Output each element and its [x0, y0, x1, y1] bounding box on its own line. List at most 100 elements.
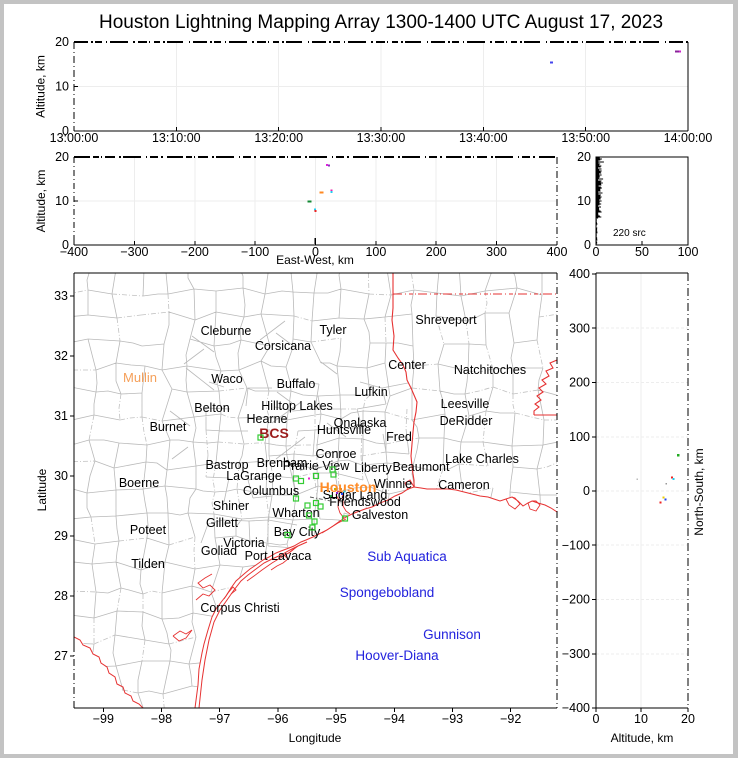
svg-text:North-South, km: North-South, km: [692, 448, 706, 535]
svg-text:Houston: Houston: [320, 479, 377, 495]
svg-text:400: 400: [547, 245, 568, 259]
svg-text:−400: −400: [562, 701, 590, 715]
svg-text:Bastrop: Bastrop: [205, 458, 248, 472]
svg-text:0: 0: [62, 238, 69, 252]
svg-text:Sugar Land: Sugar Land: [323, 488, 388, 502]
svg-text:Hearne: Hearne: [247, 412, 288, 426]
svg-text:300: 300: [569, 321, 590, 335]
svg-text:Cleburne: Cleburne: [201, 324, 252, 338]
svg-text:−95: −95: [325, 712, 346, 726]
svg-text:Corsicana: Corsicana: [255, 339, 311, 353]
svg-text:Leesville: Leesville: [441, 397, 490, 411]
svg-text:100: 100: [569, 430, 590, 444]
svg-text:−96: −96: [267, 712, 288, 726]
svg-text:Cameron: Cameron: [438, 478, 489, 492]
svg-text:14:00:00: 14:00:00: [664, 131, 713, 145]
svg-text:Goliad: Goliad: [201, 544, 237, 558]
svg-text:Sub Aquatica: Sub Aquatica: [367, 549, 447, 564]
svg-text:Lake Charles: Lake Charles: [445, 452, 519, 466]
svg-text:27: 27: [54, 649, 68, 663]
svg-text:20: 20: [577, 150, 591, 164]
svg-text:Hoover-Diana: Hoover-Diana: [355, 648, 439, 663]
svg-text:LaGrange: LaGrange: [226, 469, 282, 483]
svg-text:−93: −93: [442, 712, 463, 726]
svg-text:Natchitoches: Natchitoches: [454, 363, 526, 377]
svg-text:Bay City: Bay City: [274, 525, 321, 539]
svg-text:Shiner: Shiner: [213, 499, 249, 513]
svg-text:Fred: Fred: [386, 430, 412, 444]
svg-text:Altitude, km: Altitude, km: [611, 731, 674, 745]
svg-text:BCS: BCS: [259, 425, 289, 441]
svg-text:20: 20: [55, 150, 69, 164]
svg-text:Hilltop Lakes: Hilltop Lakes: [261, 399, 333, 413]
svg-text:0: 0: [593, 712, 600, 726]
svg-text:300: 300: [486, 245, 507, 259]
svg-text:Corpus Christi: Corpus Christi: [200, 601, 279, 615]
svg-text:−99: −99: [93, 712, 114, 726]
svg-text:DeRidder: DeRidder: [440, 414, 493, 428]
svg-text:32: 32: [54, 349, 68, 363]
svg-text:Boerne: Boerne: [119, 476, 159, 490]
svg-text:200: 200: [569, 376, 590, 390]
svg-text:Onalaska: Onalaska: [334, 416, 387, 430]
svg-text:10: 10: [577, 194, 591, 208]
svg-text:Gillett: Gillett: [206, 516, 238, 530]
svg-text:Spongebobland: Spongebobland: [340, 585, 435, 600]
svg-text:13:40:00: 13:40:00: [459, 131, 508, 145]
svg-text:−97: −97: [209, 712, 230, 726]
svg-text:13:50:00: 13:50:00: [561, 131, 610, 145]
svg-text:13:20:00: 13:20:00: [254, 131, 303, 145]
svg-text:400: 400: [569, 267, 590, 281]
svg-text:Burnet: Burnet: [150, 420, 187, 434]
svg-text:Winnie: Winnie: [374, 477, 412, 491]
svg-text:220 src: 220 src: [613, 228, 646, 239]
svg-text:Belton: Belton: [194, 401, 229, 415]
svg-text:Longitude: Longitude: [289, 731, 342, 745]
svg-text:Tilden: Tilden: [131, 557, 165, 571]
svg-text:Altitude, km: Altitude, km: [34, 55, 48, 118]
svg-text:200: 200: [426, 245, 447, 259]
svg-text:Buffalo: Buffalo: [277, 377, 316, 391]
svg-text:13:10:00: 13:10:00: [152, 131, 201, 145]
svg-text:0: 0: [593, 245, 600, 259]
svg-text:Friendswood: Friendswood: [329, 495, 401, 509]
svg-text:50: 50: [635, 245, 649, 259]
svg-text:Port Lavaca: Port Lavaca: [245, 549, 312, 563]
svg-text:Shreveport: Shreveport: [415, 313, 477, 327]
svg-text:13:00:00: 13:00:00: [50, 131, 99, 145]
svg-text:Lufkin: Lufkin: [354, 385, 387, 399]
svg-text:Huntsville: Huntsville: [317, 423, 371, 437]
svg-text:−200: −200: [562, 593, 590, 607]
svg-text:Brenham: Brenham: [257, 456, 308, 470]
svg-text:Galveston: Galveston: [352, 508, 408, 522]
svg-text:0: 0: [584, 238, 591, 252]
svg-text:Mullin: Mullin: [123, 370, 157, 385]
svg-text:Victoria: Victoria: [223, 536, 265, 550]
svg-text:30: 30: [54, 469, 68, 483]
svg-text:28: 28: [54, 589, 68, 603]
svg-text:−92: −92: [500, 712, 521, 726]
svg-text:Tyler: Tyler: [319, 323, 346, 337]
svg-text:Beaumont: Beaumont: [393, 460, 451, 474]
svg-text:0: 0: [583, 484, 590, 498]
svg-text:10: 10: [55, 80, 69, 94]
svg-text:Prairie View: Prairie View: [283, 459, 350, 473]
svg-text:−400: −400: [60, 245, 88, 259]
svg-text:100: 100: [678, 245, 699, 259]
svg-text:Latitude: Latitude: [35, 468, 49, 511]
svg-text:−200: −200: [181, 245, 209, 259]
svg-text:20: 20: [681, 712, 695, 726]
svg-text:East-West, km: East-West, km: [276, 253, 354, 267]
svg-text:0: 0: [312, 245, 319, 259]
svg-text:−98: −98: [151, 712, 172, 726]
svg-text:−100: −100: [562, 539, 590, 553]
svg-text:Wharton: Wharton: [272, 506, 319, 520]
svg-text:20: 20: [55, 35, 69, 49]
svg-text:Center: Center: [388, 358, 426, 372]
svg-text:0: 0: [62, 124, 69, 138]
svg-text:−100: −100: [241, 245, 269, 259]
svg-text:Houston Lightning Mapping Arra: Houston Lightning Mapping Array 1300-140…: [99, 12, 663, 33]
svg-text:33: 33: [54, 289, 68, 303]
svg-text:−94: −94: [384, 712, 405, 726]
svg-text:29: 29: [54, 529, 68, 543]
